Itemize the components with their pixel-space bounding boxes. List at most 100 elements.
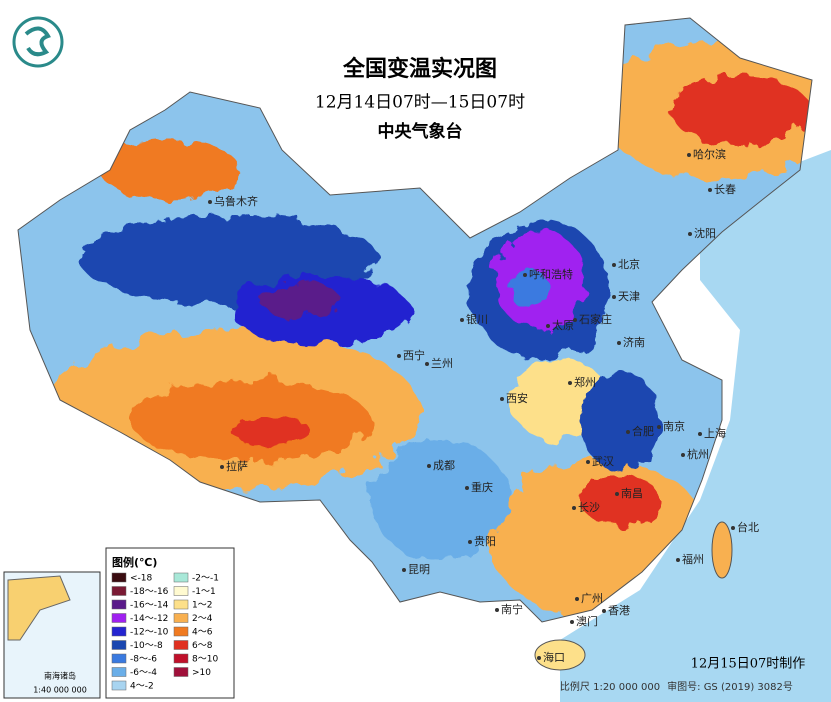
city-label: 长沙 [578,501,600,514]
city-dot [626,430,630,434]
legend-swatch [173,626,189,637]
city-dot [537,656,541,660]
city-label: 拉萨 [226,459,248,473]
legend-label: <-18 [130,574,153,584]
city-label: 杭州 [687,447,709,461]
city-label: 海口 [543,650,565,664]
city-label: 哈尔滨 [693,147,726,161]
city-label: 沈阳 [694,226,716,240]
legend-box [105,547,235,699]
legend-label: 2～4 [192,614,213,624]
city-dot [495,608,499,612]
city-label: 西宁 [403,348,425,362]
city-dot [425,362,429,366]
city-label: 呼和浩特 [529,267,573,281]
city-dot [427,464,431,468]
legend-label: -18～-16 [130,587,169,597]
legend-swatch [111,653,127,664]
city-dot [402,568,406,572]
city-label: 成都 [433,459,455,472]
legend-label: -8～-6 [130,655,157,665]
city-label: 石家庄 [579,312,612,326]
city-label: 重庆 [471,480,493,494]
city-label: 长春 [714,183,736,196]
legend-swatch [111,640,127,650]
city-dot [570,620,574,624]
subtitle: 12月14日07时—15日07时 [315,93,525,113]
city-dot [572,506,576,510]
city-dot [546,324,550,328]
legend-swatch [111,572,127,583]
legend-label: -10～-8 [130,641,163,651]
legend-label: -1～1 [192,587,216,597]
legend-label: 1～2 [192,601,212,611]
legend-swatch [111,599,127,610]
legend-swatch [173,653,189,664]
city-label: 太原 [552,319,574,332]
city-label: 合肥 [632,424,654,438]
logo-mark [24,26,51,57]
legend-label: -2～-1 [192,574,219,584]
city-dot [575,597,579,601]
city-label: 北京 [618,257,640,271]
city-dot [657,425,661,429]
legend-label: -12～-10 [130,628,169,638]
made-time: 12月15日07时制作 [691,657,806,672]
inset-title: 南海诸岛 [44,671,76,681]
legend-label: -16～-14 [130,601,169,611]
city-label: 广州 [581,592,603,605]
city-label: 兰州 [431,357,453,370]
city-dot [460,318,464,322]
legend-swatch [111,586,127,596]
city-dot [220,465,224,469]
city-dot [568,381,572,385]
legend-swatch [173,667,189,677]
city-label: 台北 [737,520,759,534]
city-label: 西安 [506,391,528,405]
city-dot [688,232,692,236]
city-dot [465,486,469,490]
city-dot [615,492,619,496]
city-dot [573,318,577,322]
city-label: 福州 [682,552,704,566]
legend-label: 4～-2 [130,682,154,692]
city-dot [731,526,735,530]
city-label: 贵阳 [474,535,496,548]
approval-note: 审图号: GS (2019) 3082号 [667,680,793,693]
inset-scale: 1:40 000 000 [33,686,87,695]
legend-swatch [173,572,189,583]
legend-label: >10 [192,668,211,678]
taiwan [711,521,733,579]
legend-swatch [111,626,127,637]
city-label: 南昌 [621,487,643,500]
legend-title: 图例(℃) [112,555,157,569]
city-dot [208,200,212,204]
city-dot [586,460,590,464]
city-dot [676,558,680,562]
legend-label: 8～10 [192,655,218,665]
city-label: 济南 [623,335,645,349]
scale-note: 比例尺 1:20 000 000 [560,680,660,693]
city-label: 武汉 [592,455,614,468]
hainan [534,639,586,671]
city-label: 银川 [466,312,488,326]
city-dot [617,341,621,345]
legend-swatch [173,586,189,596]
city-label: 乌鲁木齐 [214,194,258,208]
city-dot [708,188,712,192]
city-dot [397,354,401,358]
city-dot [468,540,472,544]
legend-swatch [173,640,189,650]
legend-label: -14～-12 [130,614,168,624]
legend-swatch [111,680,127,691]
agency: 中央气象台 [378,121,463,142]
city-label: 郑州 [574,375,596,389]
city-dot [698,432,702,436]
legend-swatch [173,599,189,610]
legend: <-18 -18～-16 -16～-14 -14～-12 -12～-10 -10～-8 -8… [111,572,219,692]
sea [560,150,831,702]
legend-label: 4～6 [192,628,213,638]
inset-land [7,575,71,641]
city-label: 澳门 [576,614,598,628]
